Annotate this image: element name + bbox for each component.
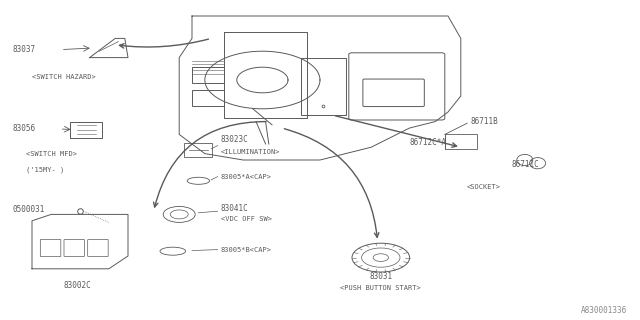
FancyArrowPatch shape: [154, 122, 266, 207]
Text: 86711C: 86711C: [512, 160, 540, 169]
Text: <VDC OFF SW>: <VDC OFF SW>: [221, 216, 272, 222]
Text: 0500031: 0500031: [13, 205, 45, 214]
Text: <SWITCH MFD>: <SWITCH MFD>: [26, 151, 77, 156]
Text: 86712C*A: 86712C*A: [410, 138, 447, 147]
Text: 83005*B<CAP>: 83005*B<CAP>: [221, 247, 272, 252]
Text: 83002C: 83002C: [64, 281, 92, 290]
Text: <SOCKET>: <SOCKET>: [467, 184, 501, 190]
Text: <PUSH BUTTON START>: <PUSH BUTTON START>: [340, 285, 421, 291]
FancyArrowPatch shape: [120, 39, 209, 48]
Text: 83005*A<CAP>: 83005*A<CAP>: [221, 174, 272, 180]
Text: 83056: 83056: [13, 124, 36, 132]
Text: 86711B: 86711B: [470, 117, 498, 126]
Text: <ILLUMINATION>: <ILLUMINATION>: [221, 149, 280, 155]
Text: 83023C: 83023C: [221, 135, 248, 144]
Text: <SWITCH HAZARD>: <SWITCH HAZARD>: [32, 74, 96, 80]
Text: 83041C: 83041C: [221, 204, 248, 213]
FancyArrowPatch shape: [284, 129, 379, 237]
FancyArrowPatch shape: [335, 116, 456, 147]
Text: 83037: 83037: [13, 45, 36, 54]
Text: 83031: 83031: [369, 272, 392, 281]
Text: ('15MY- ): ('15MY- ): [26, 166, 64, 173]
Text: A830001336: A830001336: [581, 306, 627, 315]
